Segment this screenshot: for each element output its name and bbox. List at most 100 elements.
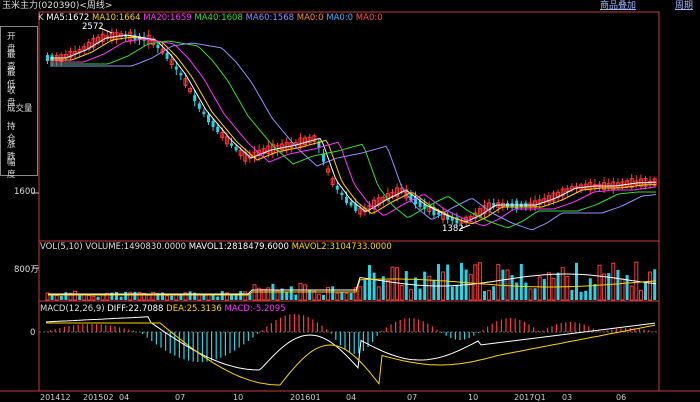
candle-body — [560, 188, 565, 197]
ma60-line — [50, 42, 657, 231]
volume-bar — [289, 286, 293, 300]
candle-body — [224, 136, 229, 145]
candle-body — [358, 207, 363, 215]
candle-body — [468, 215, 473, 220]
high-price-annotation: 2572 — [82, 22, 104, 32]
legend-ma-c: MA0:0 — [355, 13, 383, 23]
info-openinterest-label: 持 仓 — [7, 122, 21, 144]
volume-bar — [261, 289, 266, 301]
candle-body — [179, 73, 183, 76]
candle-body — [569, 186, 574, 190]
volume-bar — [316, 293, 321, 301]
legend-ma40: MA40:1608 — [194, 13, 243, 23]
ma20-line — [50, 38, 657, 227]
x-tick: 2017Q1 — [514, 393, 546, 402]
period-link[interactable]: 周期 — [675, 1, 694, 11]
volume-bar — [78, 295, 82, 300]
volume-bar — [616, 269, 620, 300]
volume-bar — [257, 287, 262, 301]
volume-bar — [224, 292, 229, 301]
volume-bar — [565, 276, 570, 301]
volume-bar — [427, 275, 432, 301]
x-tick: 10 — [468, 393, 479, 402]
ma-legend: K MA5:1672 MA10:1664 MA20:1659 MA40:1608… — [38, 13, 383, 23]
volume-bar — [542, 278, 546, 300]
volume-bar — [128, 291, 133, 301]
macd-legend-dea: DEA:25.3136 — [166, 304, 222, 314]
candle-body — [349, 201, 353, 206]
volume-bar — [368, 265, 371, 300]
volume-bar — [404, 271, 408, 300]
volume-bar — [45, 292, 50, 301]
candle-body — [372, 199, 377, 210]
candle-body — [340, 192, 344, 195]
volume-bar — [211, 293, 215, 300]
volume-bar — [91, 295, 96, 301]
candle-body — [207, 114, 210, 123]
overlay-commodity-link[interactable]: 商品叠加 — [600, 1, 637, 11]
volume-bar — [220, 291, 224, 300]
volume-legend-mavol1: MAVOL1:2818479.6000 — [188, 242, 289, 252]
volume-bar — [607, 273, 611, 300]
volume-bar — [524, 282, 528, 300]
volume-legend-title: VOL(5,10) VOLUME:1490830.0000 — [40, 242, 186, 252]
volume-bar — [510, 275, 514, 300]
candle-body — [193, 95, 197, 101]
macd-legend-diff: DIFF:22.7088 — [107, 304, 164, 314]
volume-bar — [266, 287, 271, 301]
volume-bar — [414, 277, 417, 300]
candle-body — [169, 58, 174, 66]
candle-body — [211, 120, 215, 128]
volume-bar — [165, 295, 170, 301]
volume-bar — [477, 262, 482, 301]
volume-bar — [59, 295, 63, 300]
candle-body — [174, 66, 178, 70]
volume-bar — [408, 289, 413, 301]
volume-bar — [437, 264, 440, 300]
candle-body — [46, 55, 49, 61]
candle-body — [335, 185, 339, 190]
volume-bar — [64, 292, 68, 300]
volume-bar — [584, 290, 588, 300]
volume-bar — [170, 295, 174, 300]
volume-bar — [385, 280, 390, 301]
volume-bar — [322, 294, 325, 300]
dea-line — [46, 322, 656, 386]
candle-body — [381, 196, 386, 202]
candle-body — [418, 200, 422, 208]
volume-bar — [468, 273, 473, 301]
volume-bar — [597, 264, 602, 301]
candle-body — [312, 135, 317, 142]
legend-ma5: MA5:1672 — [46, 13, 90, 23]
candle-body — [151, 38, 156, 46]
candle-body — [234, 146, 238, 151]
volume-bar — [151, 291, 156, 301]
mavol2-line — [48, 278, 657, 296]
candle-body — [376, 197, 381, 206]
candle-body — [537, 199, 542, 205]
high-annotation-arrow — [99, 27, 113, 34]
volume-bar — [335, 292, 340, 301]
candle-body — [280, 143, 285, 151]
volume-bar — [50, 295, 54, 300]
volume-bar — [110, 292, 114, 300]
volume-bar — [331, 286, 335, 300]
volume-bar — [588, 278, 592, 300]
volume-bar — [505, 269, 510, 301]
volume-bar — [285, 291, 289, 300]
legend-ma60: MA60:1568 — [245, 13, 295, 23]
candle-body — [330, 178, 335, 186]
chart-title: 玉米主力(020390)<周线> — [2, 1, 113, 11]
volume-bar — [280, 288, 284, 300]
volume-bar — [96, 296, 100, 300]
volume-bar — [188, 291, 192, 300]
volume-legend-mavol2: MAVOL2:3104733.0000 — [291, 242, 392, 252]
ma10-line — [50, 36, 657, 225]
x-tick: 06 — [616, 393, 627, 402]
macd-legend-macd: MACD:-5.2095 — [224, 304, 286, 314]
candle-body — [197, 103, 201, 109]
volume-bar — [353, 287, 358, 301]
volume-bar — [501, 269, 505, 300]
volume-bar — [460, 262, 463, 300]
